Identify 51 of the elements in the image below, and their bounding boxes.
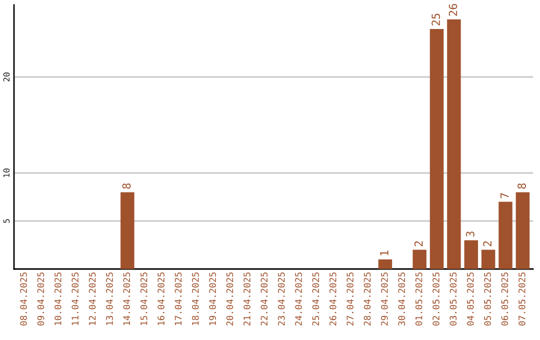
data-label: 2	[483, 241, 492, 246]
x-tick-label: 22.04.2025	[260, 272, 268, 326]
x-tick-label: 28.04.2025	[364, 272, 371, 326]
bar	[516, 192, 530, 269]
x-tick-label: 24.04.2025	[295, 272, 302, 326]
data-label: 2	[414, 241, 423, 246]
x-tick-label: 21.04.2025	[244, 272, 250, 326]
x-tick-label: 04.05.2025	[466, 272, 474, 326]
x-tick-label: 06.05.2025	[501, 272, 508, 326]
x-tick-label: 08.04.2025	[20, 272, 27, 326]
x-tick-label: 19.04.2025	[209, 272, 216, 326]
data-label: 7	[500, 193, 509, 198]
x-tick-label: 14.04.2025	[123, 272, 130, 326]
bar	[481, 250, 496, 269]
x-tick-label: 15.04.2025	[140, 272, 148, 326]
x-tick-label: 03.05.2025	[450, 272, 457, 326]
bar	[120, 192, 134, 269]
y-tick-label: 5	[3, 219, 10, 223]
y-tick-label: 10	[3, 168, 10, 178]
x-tick-label: 26.04.2025	[329, 272, 336, 326]
x-tick-label: 17.04.2025	[174, 272, 182, 326]
x-tick-label: 05.05.2025	[484, 272, 491, 326]
x-tick-label: 09.04.2025	[37, 272, 44, 326]
bar	[447, 19, 461, 269]
data-label: 26	[448, 4, 458, 16]
data-label: 8	[122, 183, 131, 189]
data-label: 8	[518, 183, 526, 189]
bar	[498, 202, 512, 269]
x-tick-label: 01.05.2025	[415, 272, 422, 326]
x-tick-label: 25.04.2025	[312, 272, 320, 326]
x-tick-label: 11.04.2025	[72, 272, 79, 326]
x-tick-label: 10.04.2025	[54, 272, 62, 326]
bar	[464, 240, 478, 269]
x-tick-label: 16.04.2025	[158, 272, 164, 326]
x-tick-label: 18.04.2025	[192, 272, 199, 326]
x-tick-label: 29.04.2025	[381, 272, 388, 326]
x-tick-label: 12.04.2025	[88, 272, 96, 326]
x-tick-label: 07.05.2025	[518, 272, 526, 326]
x-tick-label: 23.04.2025	[278, 272, 285, 326]
x-tick-label: 13.04.2025	[106, 272, 113, 326]
bar	[412, 250, 426, 269]
x-tick-label: 20.04.2025	[226, 272, 234, 326]
y-tick-label: 20	[3, 72, 10, 82]
x-tick-label: 27.04.2025	[346, 272, 354, 326]
data-label: 3	[466, 232, 474, 237]
x-tick-label: 30.04.2025	[398, 272, 406, 326]
x-tick-label: 02.05.2025	[432, 272, 440, 326]
data-label: 25	[432, 14, 440, 26]
bar	[430, 29, 444, 269]
bar	[378, 259, 392, 269]
data-label: 1	[380, 250, 388, 256]
